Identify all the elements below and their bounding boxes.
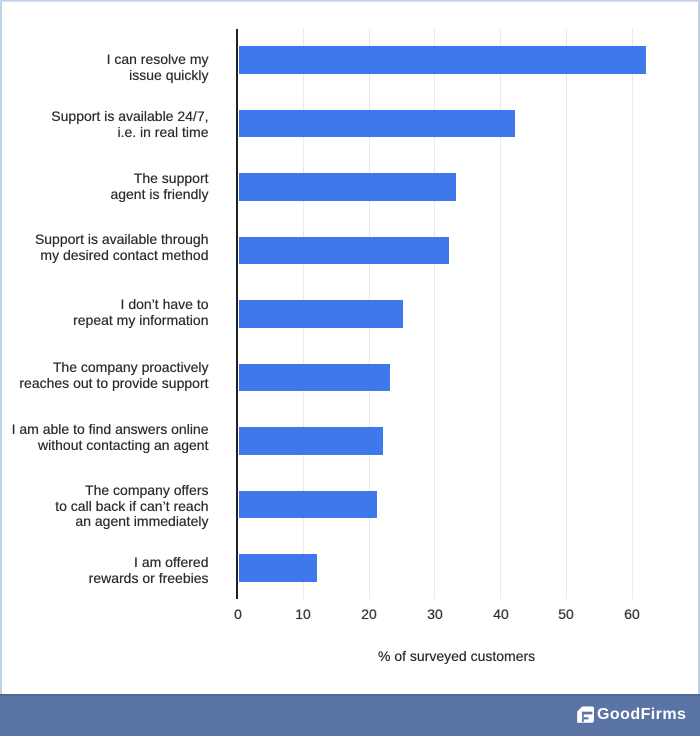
svg-text:GoodFirms: GoodFirms <box>597 706 686 723</box>
